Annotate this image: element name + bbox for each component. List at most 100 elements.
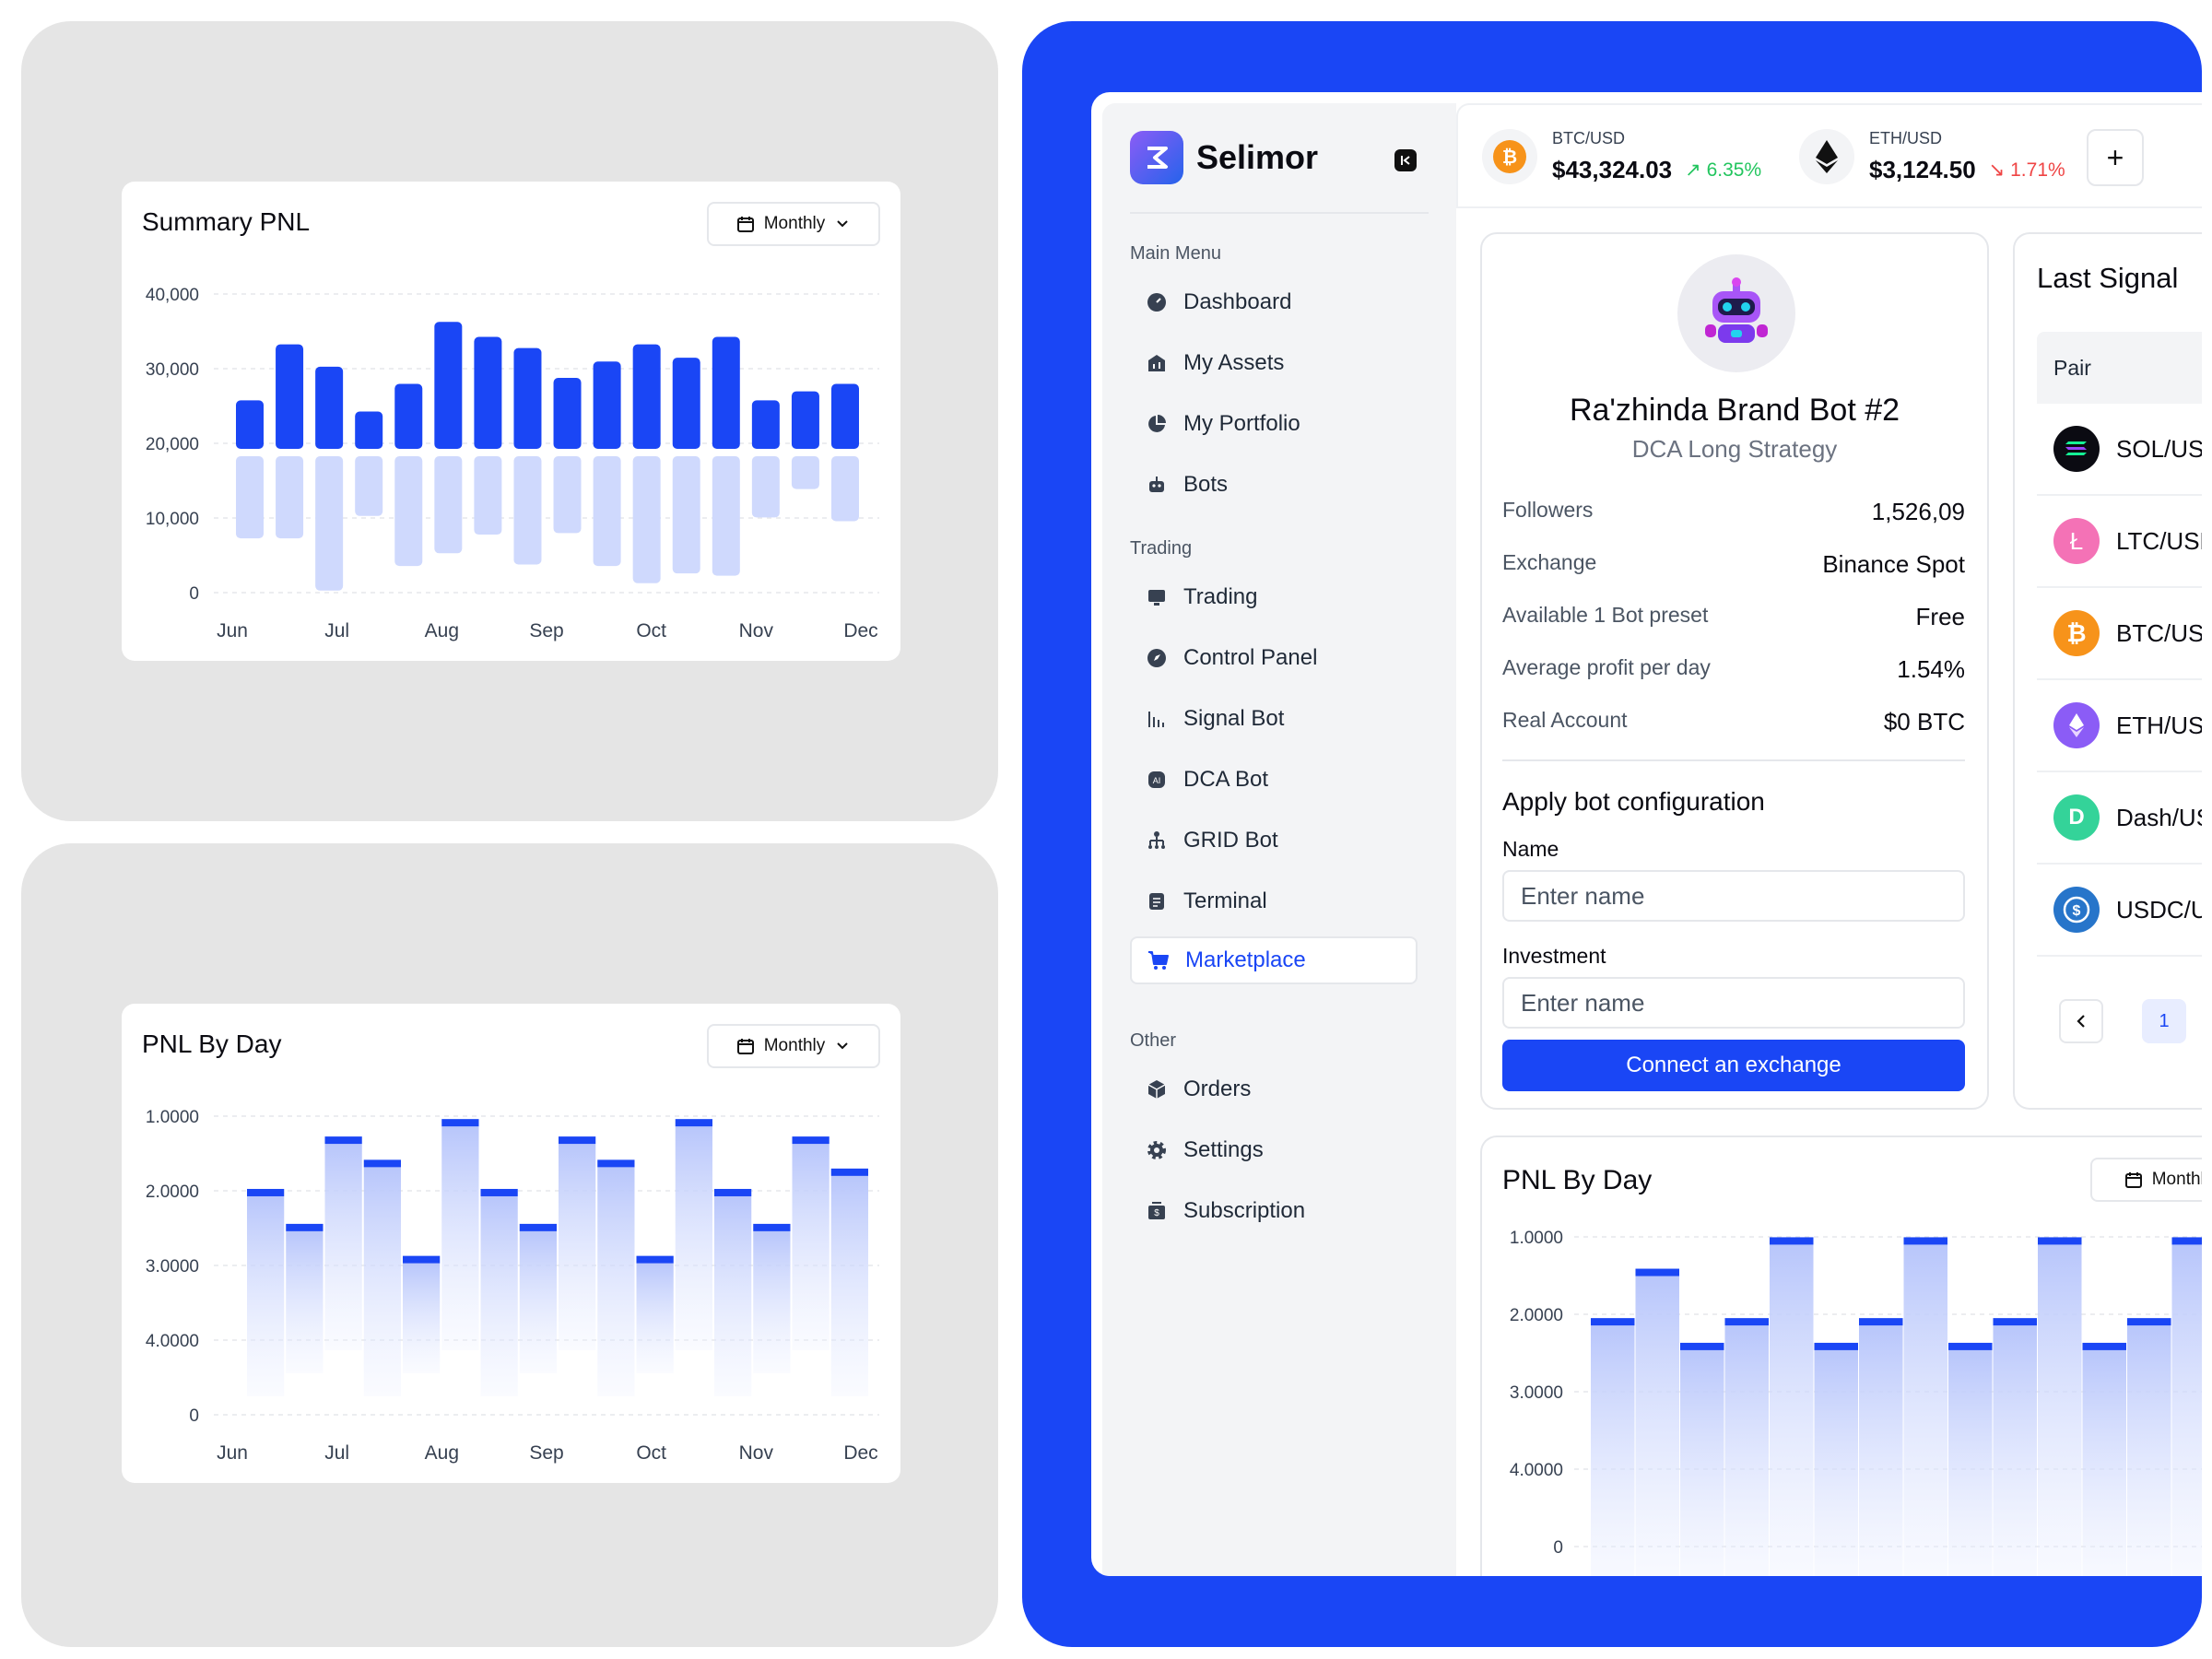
stat-avg-profit: Average profit per day 1.54%	[1502, 655, 1965, 684]
nav-item-terminal[interactable]: Terminal	[1130, 877, 1418, 925]
bar-positive	[593, 361, 621, 449]
bar-cap	[1680, 1342, 1724, 1350]
bar-negative	[394, 456, 423, 567]
trading-label: Trading	[1130, 538, 1193, 559]
nav-label: Marketplace	[1185, 947, 1306, 972]
add-ticker-button[interactable]: +	[2087, 129, 2144, 186]
app-pnl-card: PNL By Day Monthly 1.0000 2.0000 3.0000 4.0…	[1480, 1135, 2202, 1576]
nav-item-trading[interactable]: Trading	[1130, 573, 1418, 621]
x-tick-label: Nov	[739, 620, 774, 641]
bar-negative	[236, 456, 264, 539]
stat-real-account: Real Account $0 BTC	[1502, 708, 1965, 736]
x-tick-label: Oct	[636, 1442, 666, 1464]
page-1-button[interactable]: 1	[2142, 999, 2186, 1043]
nav-item-orders[interactable]: Orders	[1130, 1065, 1418, 1113]
nav-item-my-portfolio[interactable]: My Portfolio	[1130, 400, 1418, 448]
bar	[792, 1144, 830, 1350]
sidebar: Selimor Main Menu Dashboard My Assets My…	[1102, 103, 1456, 1576]
dropdown-label: Monthly	[763, 214, 826, 233]
nav-label: My Assets	[1183, 350, 1285, 375]
bar-positive	[672, 358, 700, 449]
brand-name: Selimor	[1196, 138, 1319, 176]
bar	[714, 1195, 752, 1396]
bar-cap	[1770, 1237, 1814, 1245]
bar-negative	[315, 456, 344, 591]
nav-item-marketplace[interactable]: Marketplace	[1130, 936, 1418, 984]
signal-row[interactable]: $ USDC/USD	[2037, 865, 2202, 957]
stat-label: Average profit per day	[1502, 655, 1711, 679]
name-input[interactable]	[1502, 870, 1965, 922]
signal-row[interactable]: D Dash/USD	[2037, 772, 2202, 865]
bar-cap	[441, 1119, 479, 1127]
bar-positive	[315, 366, 344, 449]
pnl-by-day-card: PNL By Day Monthly 1.0000 2.0000 3.0000 4.0…	[122, 1004, 900, 1483]
ticker-eth[interactable]: ETH/USD $3,124.50 ↘ 1.71%	[1799, 129, 2065, 184]
bot-detail-card: Ra'zhinda Brand Bot #2 DCA Long Strategy…	[1480, 232, 1989, 1110]
app-window: Selimor Main Menu Dashboard My Assets My…	[1091, 92, 2202, 1576]
x-tick-label: Nov	[739, 1442, 774, 1464]
ticker-bar: ₿ BTC/USD $43,324.03 ↗ 6.35%	[1456, 103, 2202, 208]
nav-item-settings[interactable]: Settings	[1130, 1126, 1418, 1174]
ethereum-icon	[2053, 702, 2100, 748]
stat-value: 1.54%	[1897, 655, 1965, 683]
y-tick-label: 4.0000	[1510, 1461, 1563, 1480]
bar-positive	[355, 411, 383, 449]
signal-row[interactable]: SOL/USD	[2037, 404, 2202, 496]
bar-cap	[597, 1159, 635, 1168]
collapse-sidebar-icon[interactable]	[1394, 149, 1417, 171]
nav-item-bots[interactable]: Bots	[1130, 461, 1418, 509]
investment-label: Investment	[1502, 944, 1606, 968]
bar	[597, 1167, 635, 1396]
bar-negative	[831, 456, 859, 522]
investment-input[interactable]	[1502, 977, 1965, 1029]
signal-row[interactable]: ₿ BTC/USD	[2037, 588, 2202, 680]
x-tick-label: Dec	[843, 1442, 877, 1464]
bar-cap	[1993, 1318, 2037, 1326]
dash-icon: D	[2053, 794, 2100, 841]
nav-item-dashboard[interactable]: Dashboard	[1130, 278, 1418, 326]
calendar-icon	[2124, 1172, 2142, 1188]
bar-cap	[403, 1255, 441, 1264]
gear-icon	[1145, 1138, 1169, 1162]
brand-logo[interactable]: Selimor	[1130, 131, 1318, 184]
change-value: 6.35%	[1706, 159, 1762, 181]
bar-cap	[1903, 1237, 1947, 1245]
signal-row[interactable]: Ł LTC/USD	[2037, 496, 2202, 588]
compass-icon	[1145, 646, 1169, 670]
nav-item-my-assets[interactable]: My Assets	[1130, 339, 1418, 387]
cart-icon	[1147, 948, 1171, 972]
bitcoin-icon: ₿	[2053, 610, 2100, 656]
pnl-by-day-chart: 1.0000 2.0000 3.0000 4.0000 0 Jun Jul Aug Sep Oct…	[146, 1108, 879, 1464]
nav-item-dca-bot[interactable]: AI DCA Bot	[1130, 756, 1418, 804]
y-tick-label: 0	[189, 1406, 199, 1426]
y-tick-label: 3.0000	[146, 1257, 199, 1277]
bar-positive	[474, 336, 502, 449]
bar-negative	[434, 456, 463, 554]
bar-cap	[1635, 1268, 1679, 1277]
bar	[753, 1230, 791, 1373]
period-dropdown[interactable]: Monthly	[2090, 1158, 2202, 1202]
name-label: Name	[1502, 837, 1559, 861]
signal-row[interactable]: ETH/USD	[2037, 680, 2202, 772]
dropdown-label: Monthly	[763, 1036, 826, 1055]
card-title: PNL By Day	[142, 1030, 282, 1058]
bar	[324, 1144, 362, 1350]
connect-exchange-button[interactable]: Connect an exchange	[1502, 1040, 1965, 1091]
app-pnl-chart: 1.0000 2.0000 3.0000 4.0000 0	[1510, 1229, 2202, 1576]
bar-negative	[712, 456, 740, 576]
nav-item-subscription[interactable]: $ Subscription	[1130, 1187, 1418, 1235]
bar	[675, 1126, 712, 1350]
prev-page-button[interactable]	[2059, 999, 2103, 1043]
nav-item-grid-bot[interactable]: GRID Bot	[1130, 817, 1418, 865]
bar	[480, 1195, 518, 1396]
bar-negative	[672, 456, 700, 574]
period-dropdown[interactable]: Monthly	[707, 202, 880, 246]
period-dropdown[interactable]: Monthly	[707, 1024, 880, 1068]
bot-name: Ra'zhinda Brand Bot #2	[1569, 393, 1900, 428]
nav-item-control-panel[interactable]: Control Panel	[1130, 634, 1418, 682]
nav-item-signal-bot[interactable]: Signal Bot	[1130, 695, 1418, 743]
ticker-btc[interactable]: ₿ BTC/USD $43,324.03 ↗ 6.35%	[1482, 129, 1761, 184]
bar	[1859, 1325, 1903, 1576]
bar-positive	[513, 347, 542, 449]
bar	[1635, 1276, 1679, 1576]
